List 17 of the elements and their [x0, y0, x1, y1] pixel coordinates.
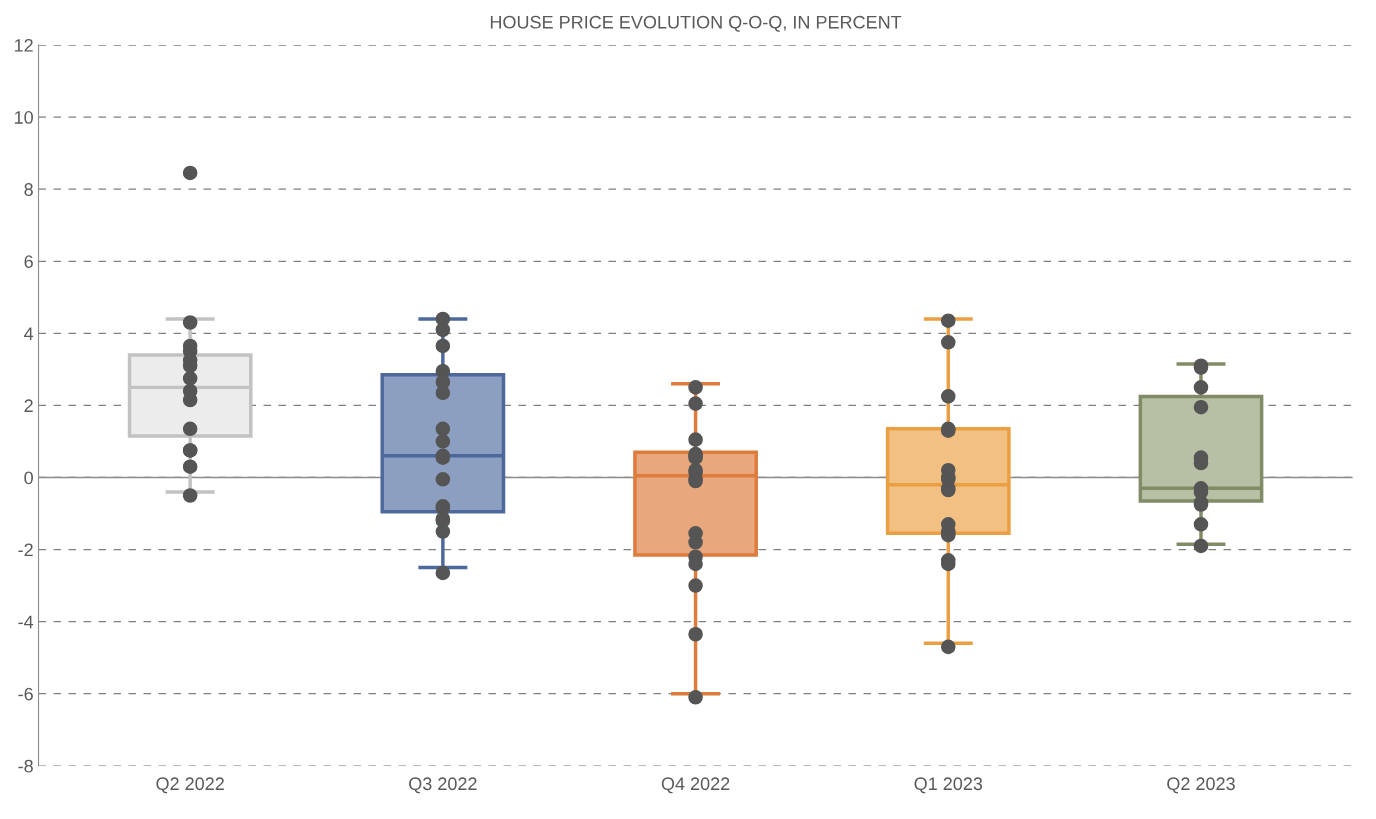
x-tick-label: Q1 2023	[914, 777, 983, 794]
y-tick-label: 0	[24, 471, 33, 485]
x-tick-label: Q3 2022	[409, 777, 477, 794]
x-tick-label: Q2 2023	[1167, 777, 1235, 794]
y-tick-label: 8	[24, 183, 33, 196]
y-tick-label: 6	[24, 255, 33, 268]
y-tick-label: -8	[18, 759, 33, 773]
y-tick-label: 12	[14, 38, 33, 52]
x-tick-label: Q2 2022	[156, 777, 224, 794]
y-tick-label: -6	[18, 687, 33, 701]
chart-title: HOUSE PRICE EVOLUTION Q-O-Q, IN PERCENT	[490, 15, 902, 32]
y-tick-label: 2	[24, 399, 33, 412]
y-tick-label: 10	[14, 111, 33, 124]
y-tick-label: -4	[18, 615, 34, 629]
x-tick-label: Q4 2022	[661, 777, 730, 794]
y-tick-label: 4	[24, 327, 34, 340]
y-tick-label: -2	[18, 543, 33, 557]
